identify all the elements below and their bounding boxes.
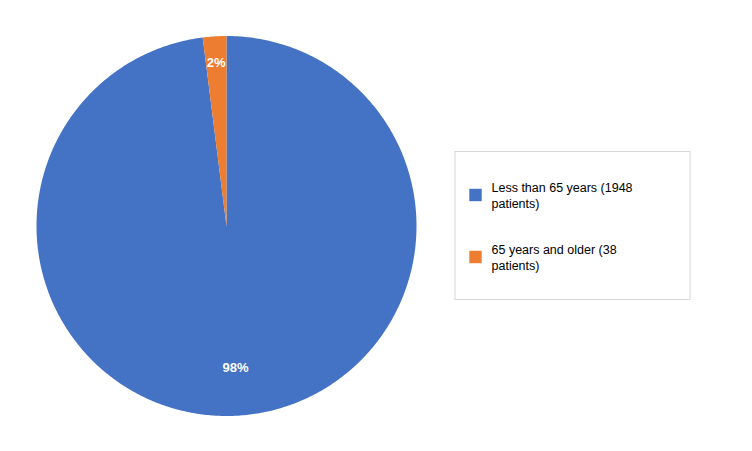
svg-text:98%: 98% xyxy=(222,360,248,375)
svg-text:2%: 2% xyxy=(207,55,226,70)
svg-text:Less than 65 years (1948patien: Less than 65 years (1948patients) xyxy=(492,181,633,211)
svg-text:65 years and older (38patients: 65 years and older (38patients) xyxy=(492,243,617,273)
